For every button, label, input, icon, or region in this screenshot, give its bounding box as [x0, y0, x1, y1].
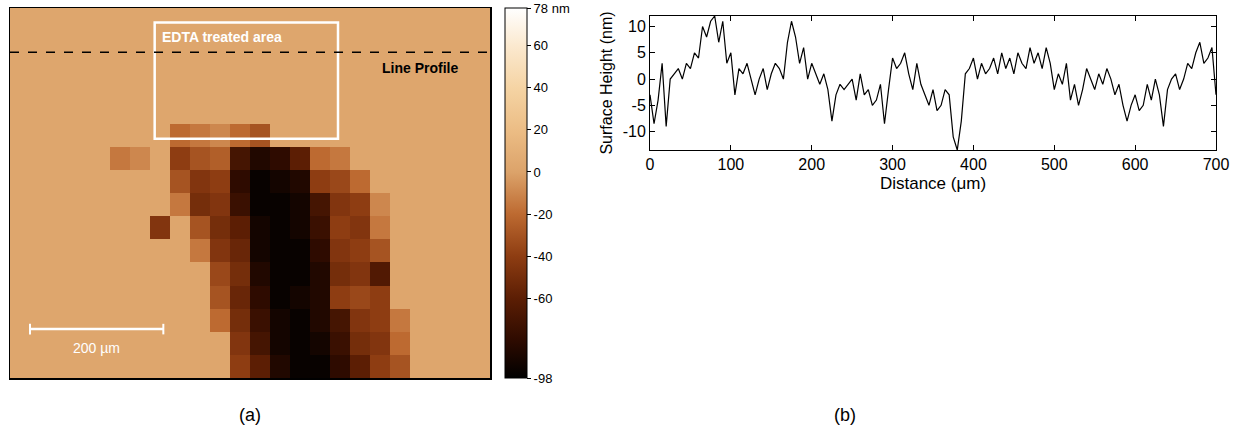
svg-text:-5: -5	[632, 97, 646, 114]
svg-text:20: 20	[534, 122, 548, 137]
svg-text:Line Profile: Line Profile	[382, 60, 458, 76]
svg-text:600: 600	[1122, 156, 1149, 173]
svg-text:40: 40	[534, 80, 548, 95]
svg-text:200 µm: 200 µm	[73, 340, 120, 356]
svg-text:0: 0	[646, 156, 655, 173]
svg-text:10: 10	[628, 18, 646, 35]
svg-text:EDTA treated area: EDTA treated area	[162, 29, 282, 45]
svg-text:500: 500	[1041, 156, 1068, 173]
svg-text:-10: -10	[623, 123, 646, 140]
svg-text:-98: -98	[534, 371, 553, 386]
svg-text:100: 100	[718, 156, 745, 173]
svg-text:700: 700	[1203, 156, 1230, 173]
svg-text:0: 0	[637, 71, 646, 88]
svg-text:400: 400	[960, 156, 987, 173]
svg-text:78 nm: 78 nm	[534, 1, 570, 16]
svg-text:Distance (μm): Distance (μm)	[880, 174, 986, 193]
svg-text:300: 300	[879, 156, 906, 173]
svg-text:0: 0	[534, 165, 541, 180]
svg-text:-60: -60	[534, 291, 553, 306]
svg-text:5: 5	[637, 44, 646, 61]
svg-text:200: 200	[798, 156, 825, 173]
svg-text:(a): (a)	[239, 405, 261, 425]
svg-text:Surface Height (nm): Surface Height (nm)	[598, 11, 615, 154]
svg-text:-20: -20	[534, 207, 553, 222]
svg-text:60: 60	[534, 38, 548, 53]
svg-text:-40: -40	[534, 249, 553, 264]
svg-text:(b): (b)	[834, 405, 856, 425]
